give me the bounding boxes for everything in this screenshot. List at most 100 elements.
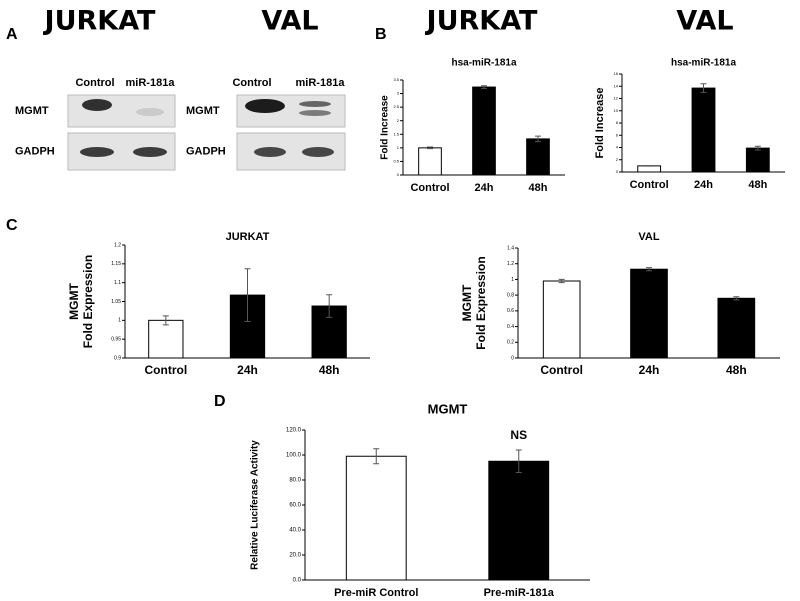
chart-title: hsa-miR-181a [451, 58, 516, 69]
y-tick-label: 20.0 [289, 553, 301, 559]
y-tick-label: 100.0 [286, 453, 302, 459]
x-tick-label: 24h [475, 182, 494, 194]
y-tick-label: 0.5 [393, 158, 399, 163]
y-tick-label: 0.0 [293, 578, 302, 584]
y-tick-label: 1 [511, 277, 514, 283]
error-bar [481, 85, 487, 89]
y-tick-label: 1.05 [111, 299, 121, 305]
error-bar [535, 135, 541, 143]
y-tick-label: 6 [616, 132, 619, 137]
y-tick-label: 0.95 [111, 336, 121, 342]
bar [745, 147, 770, 173]
error-bar [646, 165, 653, 167]
row-label: GADPH [15, 145, 55, 157]
error-bar [326, 294, 333, 318]
error-bar [162, 315, 169, 326]
y-tick-label: 0 [616, 169, 619, 174]
y-tick-label: 3.5 [393, 77, 399, 82]
y-axis-label: Relative Luciferase Activity [250, 440, 261, 570]
y-tick-label: 40.0 [289, 528, 301, 534]
blot-band [133, 147, 167, 157]
error-bar [754, 145, 761, 151]
y-tick-label: 1.4 [507, 245, 514, 251]
x-tick-label: Control [630, 179, 669, 191]
x-tick-label: Control [540, 363, 583, 377]
panel-label: B [375, 26, 387, 43]
y-tick-label: 1 [397, 145, 400, 150]
y-axis-label: MGMT [67, 283, 81, 320]
panel-label: C [6, 217, 18, 234]
x-tick-label: 48h [319, 363, 340, 377]
bar [526, 138, 550, 176]
row-label: GADPH [186, 145, 226, 157]
y-tick-label: 3 [397, 91, 400, 96]
y-tick-label: 2 [616, 157, 619, 162]
y-tick-label: 120.0 [286, 428, 302, 434]
x-tick-label: 24h [694, 179, 713, 191]
bar [148, 319, 184, 359]
blot-band [299, 101, 331, 107]
panel-label: A [6, 26, 18, 43]
x-tick-label: 48h [529, 182, 548, 194]
error-bar [515, 449, 522, 473]
row-label: MGMT [186, 105, 220, 117]
y-tick-label: 80.0 [289, 478, 301, 484]
y-tick-label: 0.6 [507, 308, 514, 314]
y-tick-label: 1.5 [393, 131, 399, 136]
blot-band [245, 99, 285, 113]
lane-label: Control [75, 77, 114, 89]
x-tick-label: 24h [237, 363, 258, 377]
bar [717, 297, 756, 359]
x-tick-label: 48h [748, 179, 767, 191]
y-tick-label: 14 [614, 83, 619, 88]
bar [542, 280, 581, 359]
x-tick-label: 24h [639, 363, 660, 377]
y-axis-label: Fold Expression [474, 256, 488, 349]
error-bar [244, 268, 251, 322]
y-tick-label: 8 [616, 120, 619, 125]
y-axis-label: Fold Increase [380, 95, 391, 160]
lane-label: miR-181a [296, 77, 346, 89]
error-bar [558, 278, 565, 284]
chart-title: VAL [638, 231, 659, 243]
y-tick-label: 12 [614, 96, 619, 101]
y-tick-label: 16 [614, 71, 619, 76]
y-tick-label: 0 [511, 355, 514, 361]
y-axis-label: Fold Increase [594, 88, 606, 159]
bar [488, 460, 550, 581]
chart-title: MGMT [428, 401, 468, 416]
blot-band [254, 147, 286, 157]
bar [630, 268, 668, 359]
blot-band [299, 110, 331, 116]
blot-band [82, 99, 112, 111]
bar [472, 86, 496, 176]
y-tick-label: 1.2 [507, 261, 514, 267]
y-tick-label: 1 [118, 318, 121, 324]
error-bar [646, 267, 652, 272]
bar [637, 165, 662, 173]
header: JURKAT [425, 6, 538, 37]
y-tick-label: 0 [397, 172, 400, 177]
bar [691, 87, 716, 173]
x-tick-label: 48h [726, 363, 747, 377]
x-tick-label: Pre-miR-181a [484, 587, 555, 599]
y-tick-label: 0.8 [507, 292, 514, 298]
y-tick-label: 0.9 [114, 355, 121, 361]
y-axis-label: Fold Expression [81, 255, 95, 348]
annotation: NS [510, 428, 527, 442]
blot-panel [67, 94, 176, 128]
x-tick-label: Control [145, 363, 188, 377]
blot-band [136, 108, 164, 116]
header: VAL [676, 6, 733, 37]
y-tick-label: 10 [614, 108, 619, 113]
bar [418, 147, 442, 176]
y-tick-label: 1.1 [114, 280, 121, 286]
blot-band [302, 147, 334, 157]
lane-label: Control [232, 77, 271, 89]
x-tick-label: Pre-miR Control [334, 587, 418, 599]
panel-label: D [214, 393, 226, 410]
error-bar [733, 296, 740, 301]
error-bar [700, 83, 707, 93]
chart-title: hsa-miR-181a [671, 58, 736, 69]
